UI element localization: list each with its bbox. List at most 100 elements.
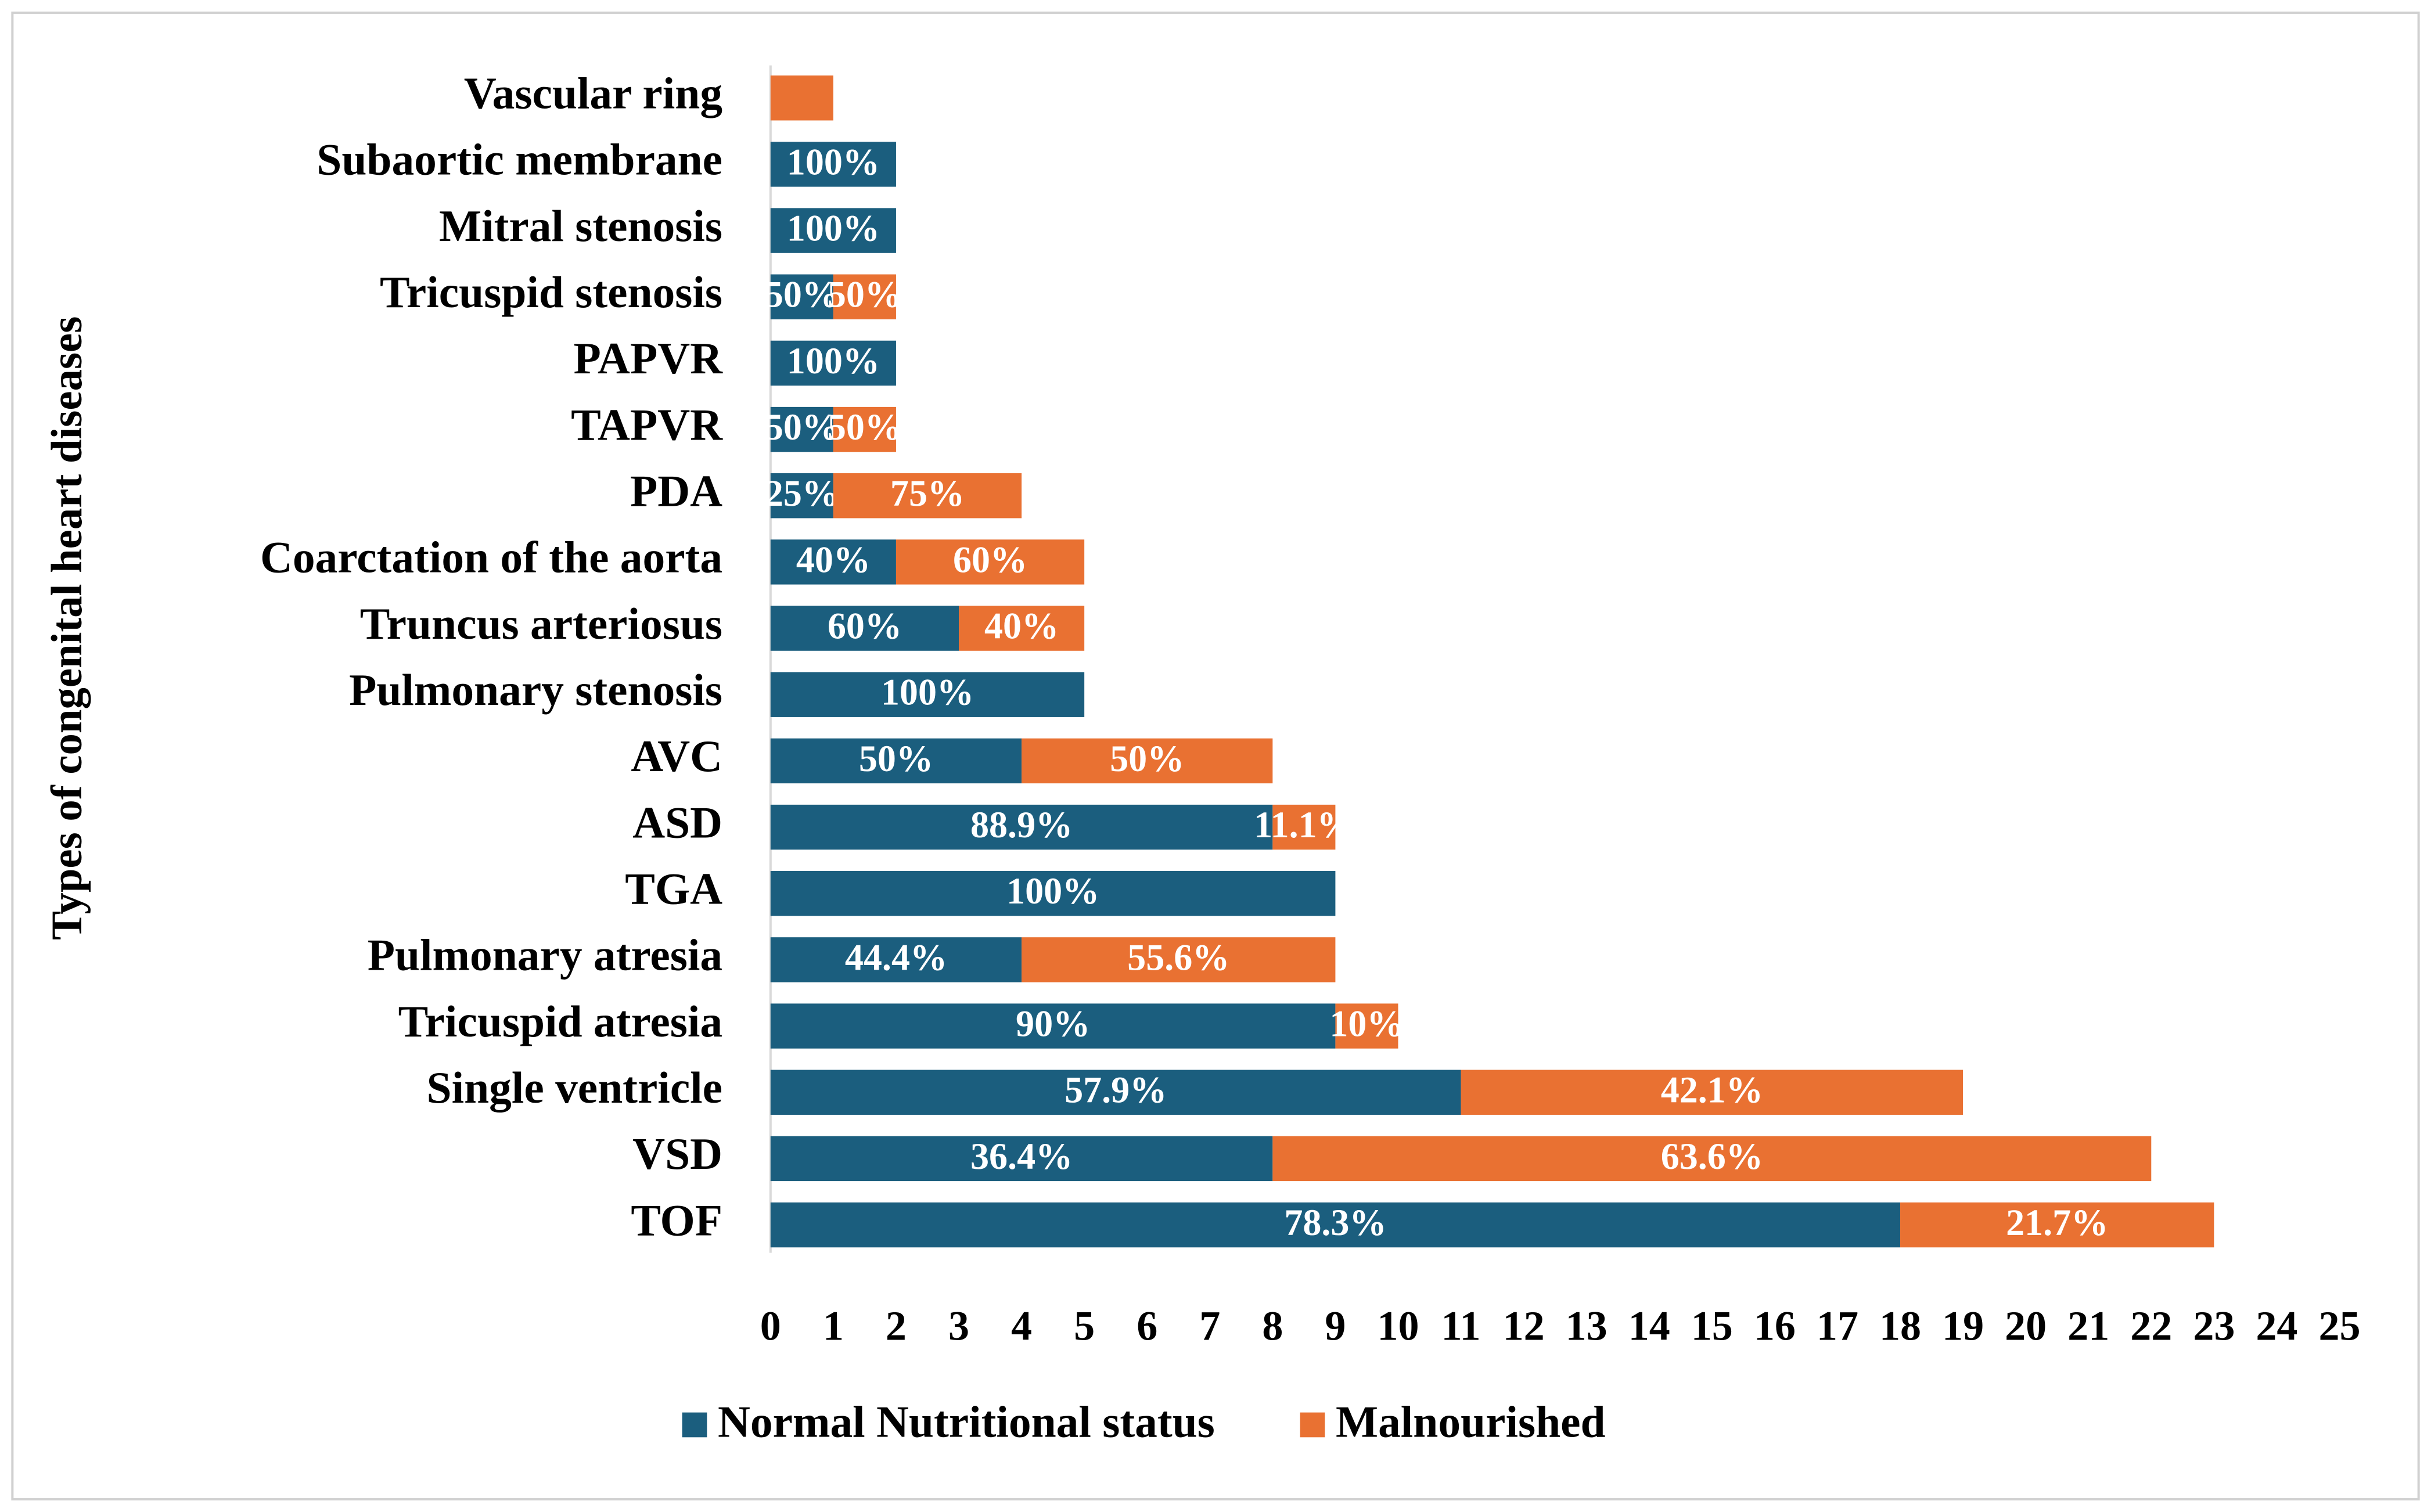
x-tick-label: 24 xyxy=(2256,1303,2297,1349)
x-tick-label: 12 xyxy=(1503,1303,1545,1349)
y-tick-label: VSD xyxy=(632,1129,722,1179)
bar-segment xyxy=(1272,804,1336,850)
x-tick-label: 1 xyxy=(823,1303,844,1349)
bar-segment xyxy=(770,142,896,187)
data-label: 40% xyxy=(984,605,1059,646)
bar-segment xyxy=(770,208,896,253)
x-tick-label: 21 xyxy=(2067,1303,2109,1349)
data-label: 44.4% xyxy=(845,937,947,978)
data-label: 100% xyxy=(787,141,880,182)
x-tick-label: 6 xyxy=(1137,1303,1157,1349)
x-tick-label: 11 xyxy=(1441,1303,1480,1349)
bar-segment xyxy=(770,672,1085,717)
y-tick-label: ASD xyxy=(632,797,722,847)
y-tick-label: Vascular ring xyxy=(464,69,722,118)
x-tick-label: 9 xyxy=(1325,1303,1346,1349)
data-label: 50% xyxy=(765,274,839,315)
bar-segment xyxy=(770,75,833,121)
y-tick-label: Truncus arteriosus xyxy=(360,599,722,649)
bar-segment xyxy=(770,406,833,452)
x-tick-label: 7 xyxy=(1199,1303,1220,1349)
y-tick-label: Pulmonary atresia xyxy=(368,930,722,980)
data-label: 100% xyxy=(881,672,974,713)
legend-swatch xyxy=(1300,1412,1325,1438)
data-label: 88.9% xyxy=(970,804,1073,845)
y-tick-label: Tricuspid stenosis xyxy=(380,267,722,317)
x-tick-label: 20 xyxy=(2005,1303,2047,1349)
y-tick-label: Pulmonary stenosis xyxy=(349,665,722,715)
bar-segment xyxy=(770,937,1022,982)
data-label: 100% xyxy=(1006,870,1099,912)
data-label: 11.1% xyxy=(1254,804,1354,845)
x-tick-label: 8 xyxy=(1262,1303,1283,1349)
data-label: 60% xyxy=(953,539,1027,580)
x-tick-label: 15 xyxy=(1691,1303,1733,1349)
x-tick-label: 14 xyxy=(1628,1303,1670,1349)
y-tick-label: Subaortic membrane xyxy=(317,135,722,185)
data-label: 50% xyxy=(859,738,933,779)
bar-segment xyxy=(833,406,896,452)
y-tick-label: AVC xyxy=(631,731,722,781)
bar-segment xyxy=(770,606,959,651)
bar-segment xyxy=(770,1070,1461,1115)
data-label: 63.6% xyxy=(1661,1136,1763,1177)
bar-segment xyxy=(770,473,833,519)
data-label: 25% xyxy=(765,473,839,514)
bar-segment xyxy=(1335,1003,1398,1049)
data-label: 50% xyxy=(828,406,902,448)
bar-segment xyxy=(1022,738,1273,784)
bar-segment xyxy=(896,539,1085,585)
bar-segment xyxy=(770,871,1336,916)
data-label: 50% xyxy=(828,274,902,315)
data-label: 21.7% xyxy=(2006,1202,2108,1243)
bar-segment xyxy=(770,274,833,319)
data-label: 75% xyxy=(890,473,965,514)
legend-label: Normal Nutritional status xyxy=(718,1396,1215,1446)
x-tick-label: 19 xyxy=(1942,1303,1984,1349)
x-tick-label: 18 xyxy=(1879,1303,1921,1349)
x-tick-label: 10 xyxy=(1377,1303,1419,1349)
bar-segment xyxy=(833,473,1022,519)
bar-segment xyxy=(1900,1202,2214,1248)
y-tick-label: PAPVR xyxy=(574,333,724,383)
legend-label: Malnourished xyxy=(1336,1396,1606,1446)
data-label: 55.6% xyxy=(1127,937,1229,978)
legend-swatch xyxy=(682,1412,707,1438)
bar-segment xyxy=(770,1003,1336,1049)
bar-segment xyxy=(1461,1070,1964,1115)
bar-segment xyxy=(770,1136,1273,1182)
x-tick-label: 4 xyxy=(1011,1303,1032,1349)
x-tick-label: 13 xyxy=(1566,1303,1608,1349)
data-label: 57.9% xyxy=(1065,1070,1167,1111)
data-label: 50% xyxy=(765,406,839,448)
data-label: 36.4% xyxy=(970,1136,1073,1177)
bar-segment xyxy=(770,1202,1901,1248)
data-label: 40% xyxy=(796,539,871,580)
data-label: 90% xyxy=(1016,1003,1090,1044)
x-tick-label: 2 xyxy=(886,1303,907,1349)
data-label: 50% xyxy=(1110,738,1184,779)
x-tick-label: 16 xyxy=(1754,1303,1796,1349)
bar-segment xyxy=(770,804,1273,850)
y-axis-title: Types of congenital heart diseases xyxy=(43,316,91,940)
data-label: 60% xyxy=(828,605,902,646)
y-tick-label: PDA xyxy=(630,466,722,516)
data-label: 78.3% xyxy=(1284,1202,1386,1243)
bar-segment xyxy=(1272,1136,2152,1182)
bar-segment xyxy=(959,606,1085,651)
bar-segment xyxy=(770,340,896,386)
data-label: 42.1% xyxy=(1661,1070,1763,1111)
x-tick-label: 5 xyxy=(1074,1303,1095,1349)
bar-segment xyxy=(770,539,896,585)
data-label: 10% xyxy=(1329,1003,1404,1044)
y-tick-label: TGA xyxy=(625,864,722,914)
x-tick-label: 22 xyxy=(2130,1303,2172,1349)
bar-segment xyxy=(1022,937,1336,982)
bar-segment xyxy=(833,274,896,319)
y-tick-label: Coarctation of the aorta xyxy=(260,532,722,582)
y-tick-label: Tricuspid atresia xyxy=(398,996,722,1046)
x-tick-label: 3 xyxy=(948,1303,969,1349)
y-tick-label: TOF xyxy=(631,1195,722,1245)
data-label: 100% xyxy=(787,340,880,381)
